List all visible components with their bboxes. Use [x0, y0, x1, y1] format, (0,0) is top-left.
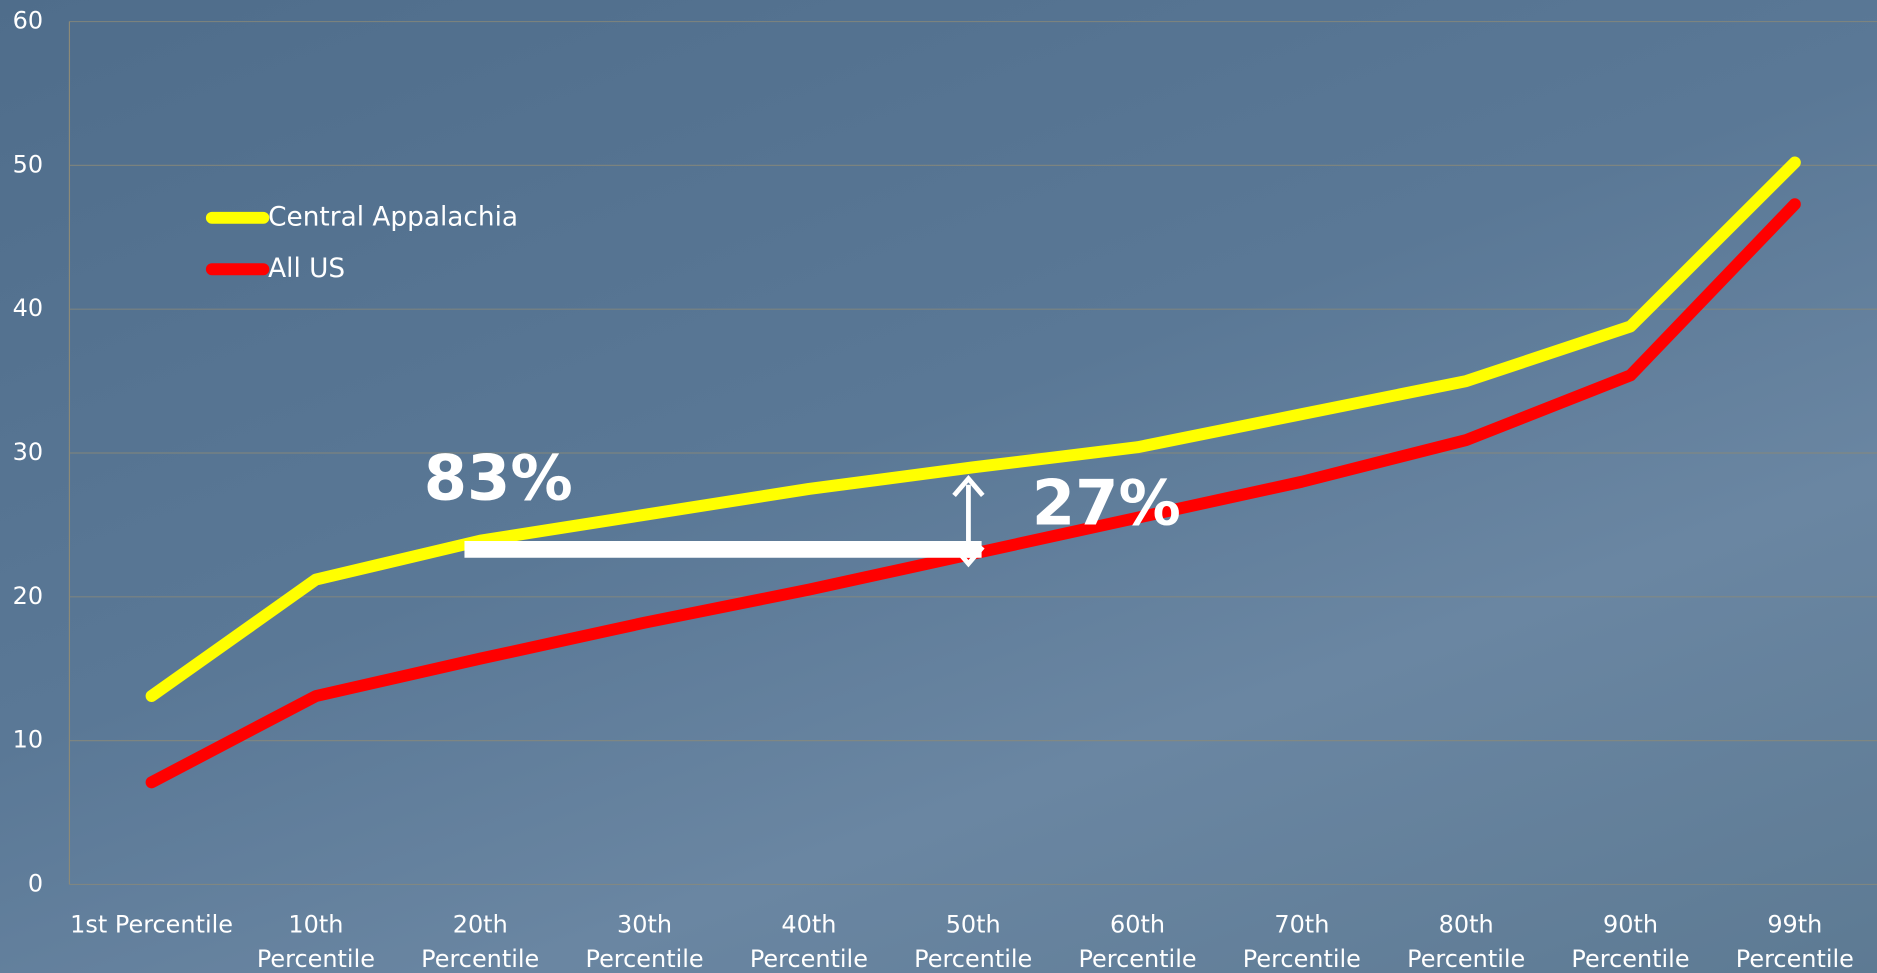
- y-tick-label: 30: [13, 438, 43, 466]
- annotation-arrowhead: [952, 545, 985, 568]
- annotation: 83%: [424, 441, 573, 514]
- series-line: [145, 156, 1801, 703]
- x-tick-label: 40th Percentile: [749, 909, 868, 973]
- series-line: [145, 198, 1801, 789]
- x-tick-label: 20th Percentile: [421, 909, 540, 973]
- x-tick-label: 50th Percentile: [914, 909, 1033, 973]
- x-tick-label: 10th Percentile: [256, 909, 375, 973]
- x-tick-label: 30th Percentile: [585, 909, 704, 973]
- y-tick-label: 60: [13, 7, 43, 35]
- y-tick-label: 10: [13, 726, 43, 754]
- x-tick-label: 70th Percentile: [1242, 909, 1361, 973]
- x-tick-label: 80th Percentile: [1407, 909, 1526, 973]
- x-tick-label: 90th Percentile: [1571, 909, 1690, 973]
- y-tick-label: 50: [13, 150, 43, 178]
- legend-label: Central Appalachia: [268, 202, 518, 232]
- x-tick-label: 1st Percentile: [70, 909, 233, 939]
- y-tick-label: 20: [13, 582, 43, 610]
- x-tick-label: 99th Percentile: [1735, 909, 1854, 973]
- y-tick-label: 40: [13, 294, 43, 322]
- annotation: 27%: [1032, 467, 1181, 540]
- y-tick-label: 0: [28, 869, 43, 897]
- plot: 0 10 20 30 40 50 60 Central Appalachia All US: [13, 7, 1877, 897]
- x-tick-label: 60th Percentile: [1078, 909, 1197, 973]
- annotation-arrowhead: [952, 475, 985, 498]
- legend-label: All US: [268, 254, 345, 284]
